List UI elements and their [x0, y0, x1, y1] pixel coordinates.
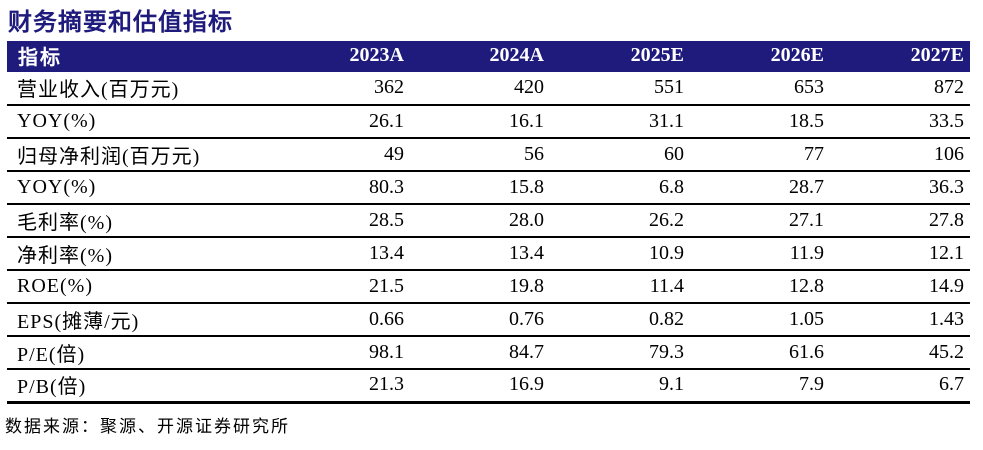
- metric-value: 7.9: [690, 369, 830, 404]
- table-row: YOY(%) 26.1 16.1 31.1 18.5 33.5: [7, 105, 970, 139]
- table-row: 归母净利润(百万元) 49 56 60 77 106: [7, 138, 970, 172]
- metric-value: 15.8: [410, 171, 550, 205]
- metric-value: 6.7: [830, 369, 970, 404]
- metric-value: 12.1: [830, 237, 970, 271]
- metric-value: 79.3: [550, 336, 690, 370]
- header-row: 指标 2023A 2024A 2025E 2026E 2027E: [7, 41, 970, 72]
- table-row: ROE(%) 21.5 19.8 11.4 12.8 14.9: [7, 270, 970, 304]
- data-source-note: 数据来源：聚源、开源证券研究所: [5, 417, 290, 436]
- metric-value: 0.82: [550, 303, 690, 337]
- table-row: 净利率(%) 13.4 13.4 10.9 11.9 12.1: [7, 237, 970, 271]
- metric-value: 10.9: [550, 237, 690, 271]
- metric-value: 21.3: [270, 369, 410, 404]
- metric-value: 420: [410, 72, 550, 106]
- metric-value: 56: [410, 138, 550, 172]
- metric-value: 45.2: [830, 336, 970, 370]
- metric-value: 49: [270, 138, 410, 172]
- metric-value: 26.1: [270, 105, 410, 139]
- metric-label: YOY(%): [7, 105, 270, 139]
- metric-value: 28.0: [410, 204, 550, 238]
- metric-value: 1.43: [830, 303, 970, 337]
- metric-value: 27.8: [830, 204, 970, 238]
- header-cell-year: 2027E: [830, 41, 970, 72]
- table-row: EPS(摊薄/元) 0.66 0.76 0.82 1.05 1.43: [7, 303, 970, 337]
- metric-value: 28.7: [690, 171, 830, 205]
- financial-summary-table: 指标 2023A 2024A 2025E 2026E 2027E 营业收入(百万元) 362…: [7, 41, 970, 404]
- table-row: 毛利率(%) 28.5 28.0 26.2 27.1 27.8: [7, 204, 970, 238]
- metric-label: 毛利率(%): [7, 204, 270, 238]
- metric-value: 36.3: [830, 171, 970, 205]
- table-row: 营业收入(百万元) 362 420 551 653 872: [7, 72, 970, 106]
- table-row: YOY(%) 80.3 15.8 6.8 28.7 36.3: [7, 171, 970, 205]
- metric-value: 653: [690, 72, 830, 106]
- header-cell-year: 2024A: [410, 41, 550, 72]
- metric-value: 1.05: [690, 303, 830, 337]
- metric-value: 98.1: [270, 336, 410, 370]
- table-header: 指标 2023A 2024A 2025E 2026E 2027E: [7, 41, 970, 72]
- table-title: 财务摘要和估值指标: [8, 10, 233, 36]
- header-cell-year: 2025E: [550, 41, 690, 72]
- metric-label: 归母净利润(百万元): [7, 138, 270, 172]
- metric-value: 0.76: [410, 303, 550, 337]
- metric-value: 60: [550, 138, 690, 172]
- table-row: P/B(倍) 21.3 16.9 9.1 7.9 6.7: [7, 369, 970, 404]
- metric-value: 872: [830, 72, 970, 106]
- metric-value: 0.66: [270, 303, 410, 337]
- metric-value: 12.8: [690, 270, 830, 304]
- metric-value: 551: [550, 72, 690, 106]
- metric-value: 77: [690, 138, 830, 172]
- metric-label: ROE(%): [7, 270, 270, 304]
- metric-value: 16.1: [410, 105, 550, 139]
- header-cell-year: 2026E: [690, 41, 830, 72]
- metric-value: 84.7: [410, 336, 550, 370]
- metric-value: 362: [270, 72, 410, 106]
- metric-value: 26.2: [550, 204, 690, 238]
- metric-value: 27.1: [690, 204, 830, 238]
- header-cell-year: 2023A: [270, 41, 410, 72]
- metric-value: 11.9: [690, 237, 830, 271]
- metric-value: 14.9: [830, 270, 970, 304]
- metric-value: 13.4: [410, 237, 550, 271]
- metric-value: 33.5: [830, 105, 970, 139]
- metric-label: EPS(摊薄/元): [7, 303, 270, 337]
- metric-value: 11.4: [550, 270, 690, 304]
- metric-label: YOY(%): [7, 171, 270, 205]
- metric-value: 80.3: [270, 171, 410, 205]
- metric-value: 28.5: [270, 204, 410, 238]
- header-cell-label: 指标: [7, 41, 270, 72]
- metric-value: 18.5: [690, 105, 830, 139]
- metric-label: P/E(倍): [7, 336, 270, 370]
- metric-value: 61.6: [690, 336, 830, 370]
- table-body: 营业收入(百万元) 362 420 551 653 872 YOY(%) 26.1 16.1 31…: [7, 72, 970, 404]
- metric-value: 106: [830, 138, 970, 172]
- metric-value: 21.5: [270, 270, 410, 304]
- metric-value: 9.1: [550, 369, 690, 404]
- metric-label: P/B(倍): [7, 369, 270, 404]
- metric-value: 13.4: [270, 237, 410, 271]
- metric-value: 31.1: [550, 105, 690, 139]
- metric-value: 6.8: [550, 171, 690, 205]
- table-row: P/E(倍) 98.1 84.7 79.3 61.6 45.2: [7, 336, 970, 370]
- metric-label: 净利率(%): [7, 237, 270, 271]
- metric-label: 营业收入(百万元): [7, 72, 270, 106]
- metric-value: 19.8: [410, 270, 550, 304]
- metric-value: 16.9: [410, 369, 550, 404]
